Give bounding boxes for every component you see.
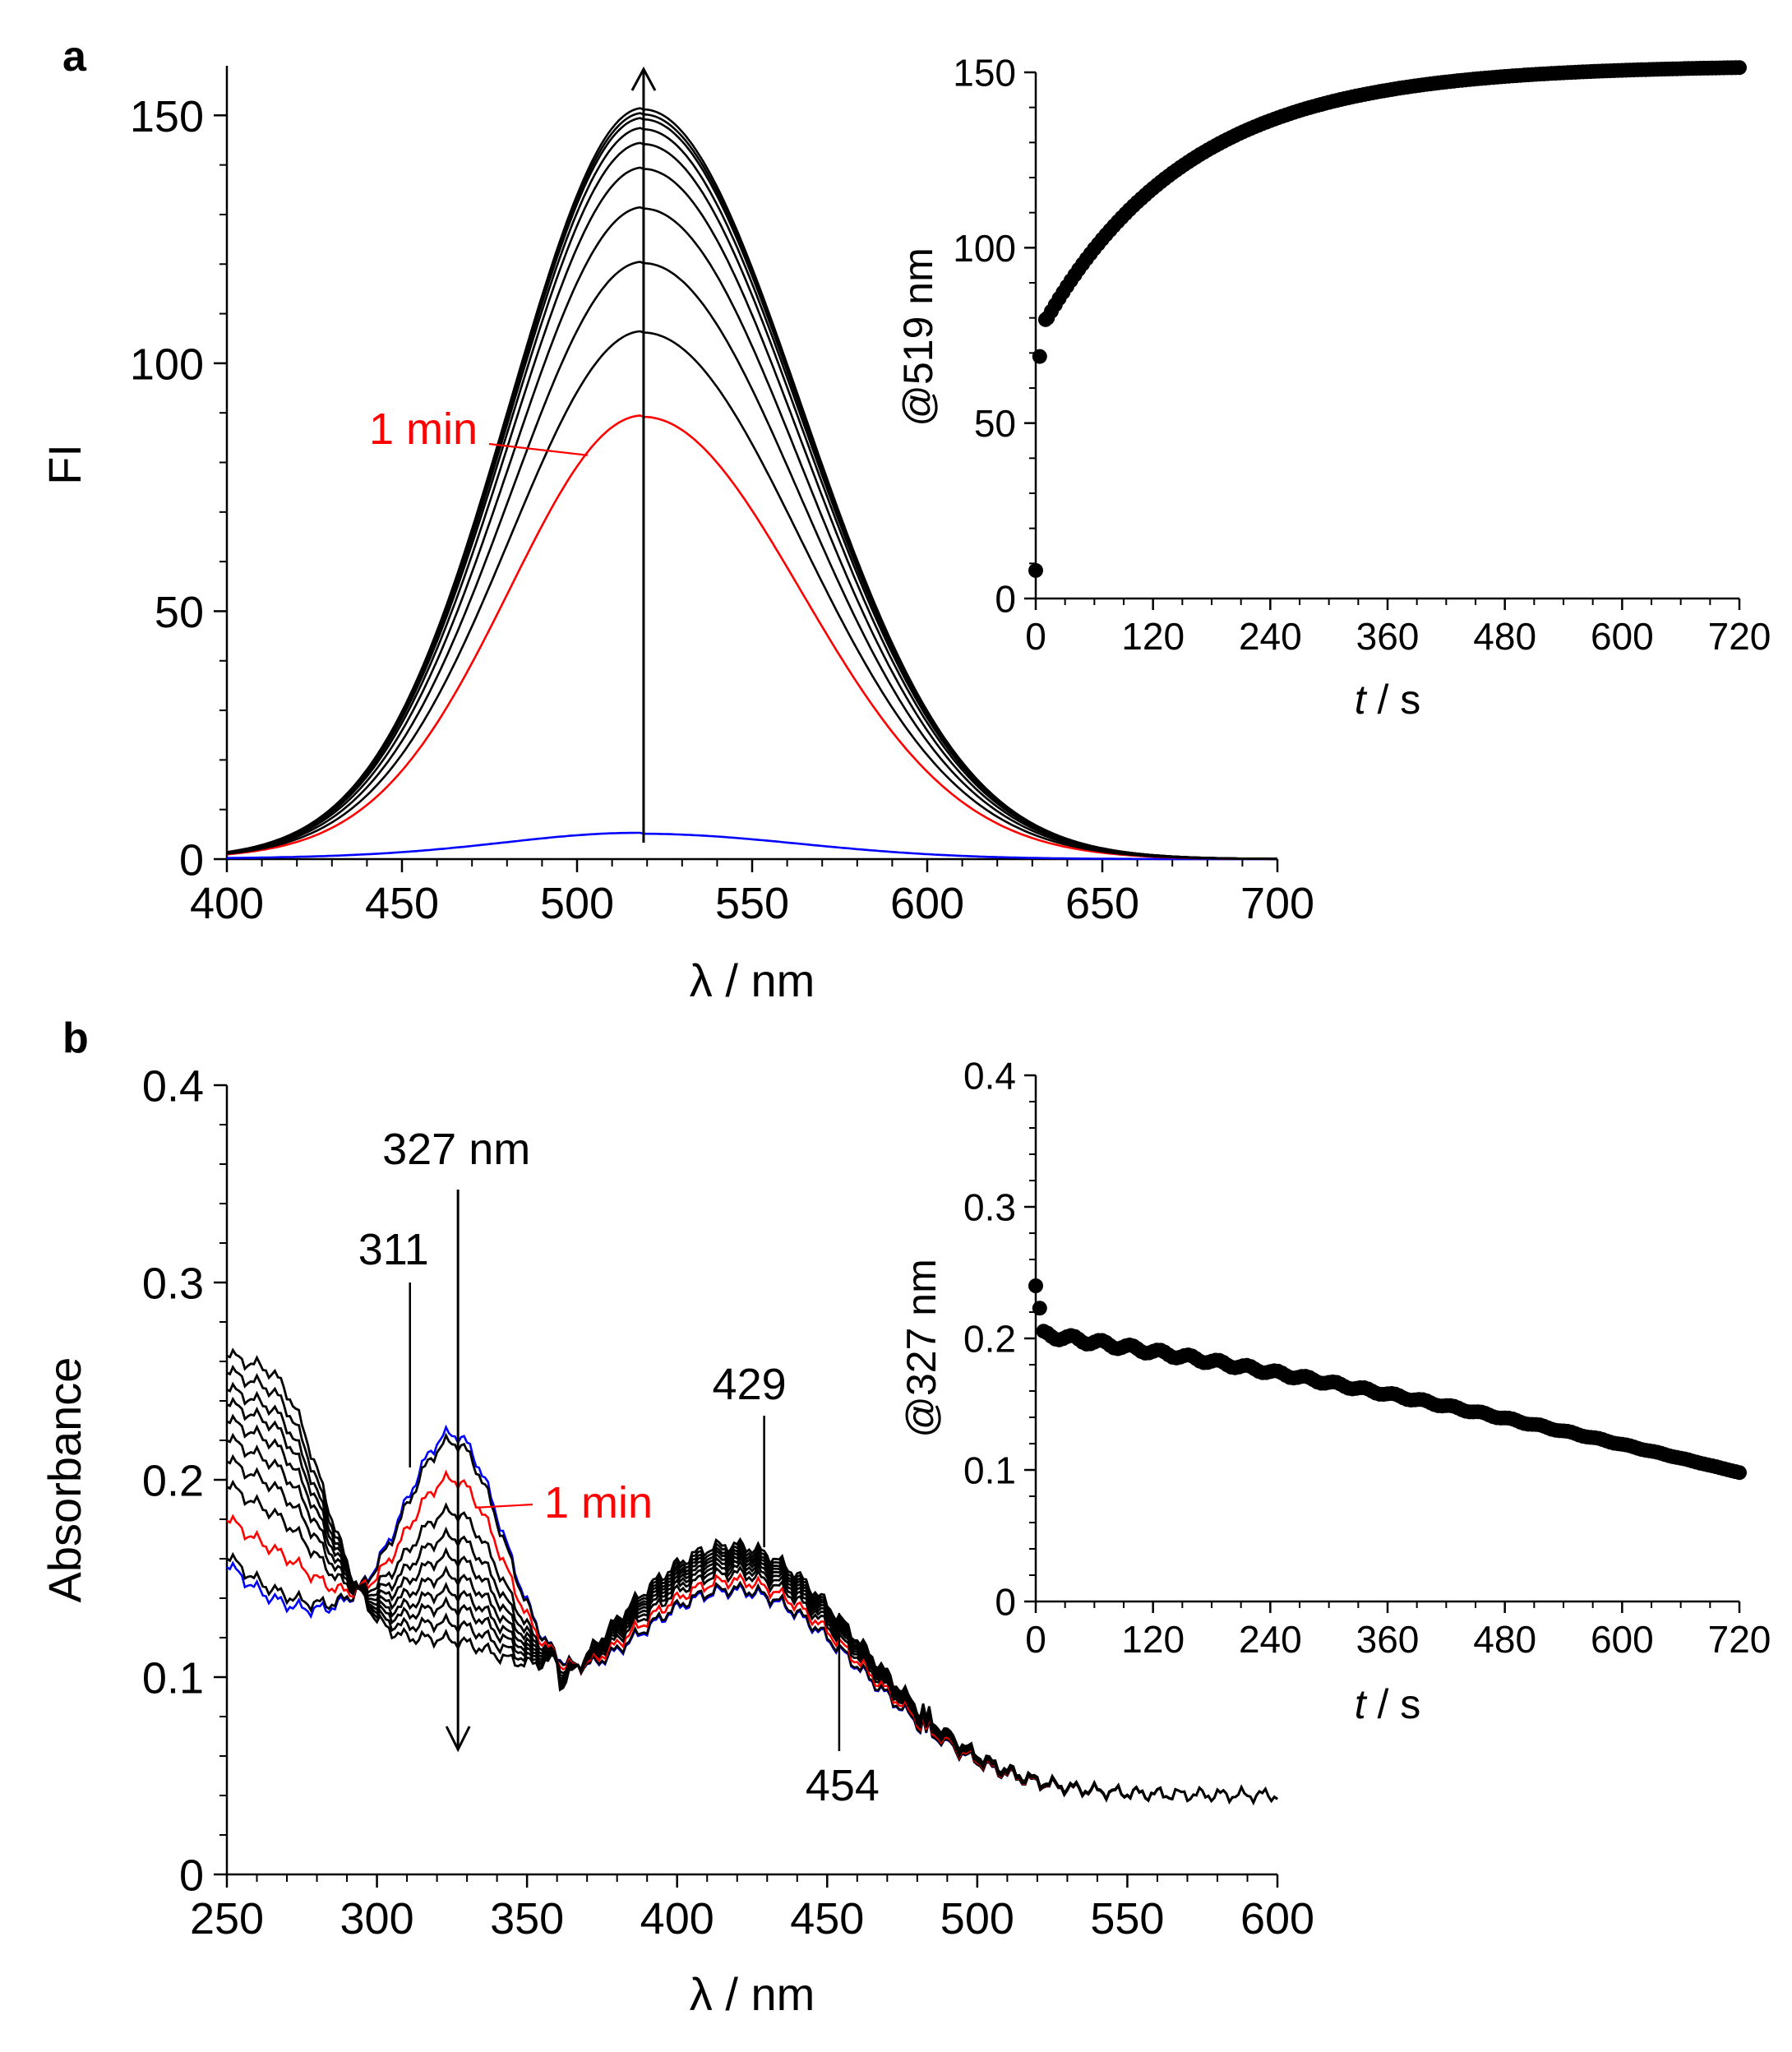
x-axis-title: λ / nm bbox=[690, 954, 815, 1006]
y-tick-label: 0 bbox=[179, 1851, 204, 1900]
x-axis-title: t / s bbox=[1355, 677, 1421, 723]
x-tick-label: 120 bbox=[1121, 615, 1185, 658]
label-327-nm: 327 nm bbox=[382, 1125, 530, 1174]
x-tick-label: 500 bbox=[940, 1894, 1014, 1943]
x-tick-label: 0 bbox=[1025, 615, 1046, 658]
spectrum-line-0 bbox=[226, 1424, 1173, 1803]
spectrum-line-4 bbox=[226, 206, 1278, 861]
y-tick-label: 0.4 bbox=[142, 1061, 204, 1111]
x-tick-label: 450 bbox=[365, 879, 439, 928]
chart-b-absorbance-spectra: 250 300 350 400 450 500 550 600 0 0.1 0.2 0.3 0.4 λ /… bbox=[39, 1061, 1314, 2020]
x-tick-label: 120 bbox=[1121, 1618, 1185, 1661]
data-point-1 bbox=[1032, 1301, 1047, 1316]
x-tick-label: 450 bbox=[790, 1894, 864, 1943]
label-311: 311 bbox=[358, 1225, 429, 1274]
y-tick-label: 0.3 bbox=[963, 1186, 1016, 1229]
data-point-180 bbox=[1732, 60, 1747, 76]
x-tick-label: 240 bbox=[1239, 1618, 1302, 1661]
x-tick-label: 720 bbox=[1708, 1618, 1771, 1661]
y-axis-title: @519 nm bbox=[895, 247, 941, 427]
y-axis-title: @327 nm bbox=[898, 1259, 944, 1438]
data-point-1 bbox=[1032, 349, 1047, 364]
x-tick-label: 240 bbox=[1239, 615, 1302, 658]
y-tick-label: 0 bbox=[179, 835, 204, 885]
y-axis-title: FI bbox=[39, 444, 90, 485]
y-tick-label: 0.1 bbox=[963, 1449, 1016, 1492]
y-tick-label: 0.2 bbox=[142, 1456, 204, 1505]
x-tick-label: 720 bbox=[1708, 615, 1771, 658]
spectrum-line-1 bbox=[226, 414, 1277, 861]
x-tick-label: 360 bbox=[1356, 615, 1420, 658]
spectrum-line-10 bbox=[226, 107, 1277, 860]
y-axis-title: Absorbance bbox=[39, 1357, 90, 1603]
data-point-180 bbox=[1732, 1465, 1747, 1481]
x-tick-label: 600 bbox=[1591, 1618, 1654, 1661]
x-tick-label: 0 bbox=[1025, 1618, 1046, 1661]
x-tick-label: 360 bbox=[1356, 1618, 1420, 1661]
y-tick-label: 0 bbox=[995, 1581, 1016, 1624]
spectrum-line-3 bbox=[226, 261, 1277, 861]
label-1-min-leader bbox=[488, 442, 588, 456]
panel-label-b: b bbox=[62, 1014, 89, 1062]
x-axis-title: λ / nm bbox=[690, 1968, 815, 2020]
y-tick-label: 150 bbox=[953, 52, 1016, 95]
x-tick-label: 350 bbox=[490, 1894, 564, 1943]
y-tick-label: 100 bbox=[130, 340, 204, 389]
chart-b-inset-kinetics: 0 120 240 360 480 600 720 0 0.1 0.2 0.3 0.4 t / s @32… bbox=[898, 1055, 1771, 1727]
x-tick-label: 400 bbox=[190, 879, 264, 928]
decrease-arrow-head bbox=[445, 1726, 471, 1753]
y-tick-label: 100 bbox=[953, 227, 1016, 270]
x-tick-label: 650 bbox=[1065, 879, 1139, 928]
y-tick-label: 0.1 bbox=[142, 1653, 204, 1703]
chart-a-inset-kinetics: 0 120 240 360 480 600 720 0 50 100 150 t / s @519 nm bbox=[895, 52, 1771, 723]
label-1-min-leader bbox=[478, 1503, 533, 1509]
x-tick-label: 600 bbox=[1591, 615, 1654, 658]
y-tick-label: 0 bbox=[995, 578, 1016, 621]
y-tick-label: 50 bbox=[155, 588, 204, 637]
x-tick-label: 550 bbox=[1090, 1894, 1164, 1943]
y-tick-label: 50 bbox=[974, 402, 1016, 445]
x-tick-label: 480 bbox=[1473, 615, 1536, 658]
y-tick-label: 150 bbox=[130, 92, 204, 141]
x-tick-label: 480 bbox=[1473, 1618, 1536, 1661]
panel-label-a: a bbox=[62, 33, 87, 81]
data-point-0 bbox=[1028, 1278, 1043, 1293]
x-tick-label: 600 bbox=[890, 879, 964, 928]
spectrum-line-0 bbox=[227, 831, 1277, 861]
label-429: 429 bbox=[713, 1360, 787, 1409]
x-tick-label: 500 bbox=[540, 879, 614, 928]
x-tick-label: 600 bbox=[1240, 1894, 1314, 1943]
spectrum-line-10 bbox=[226, 1347, 1278, 1805]
label-454: 454 bbox=[806, 1761, 880, 1810]
label-1-min: 1 min bbox=[544, 1478, 653, 1527]
x-tick-label: 400 bbox=[640, 1894, 714, 1943]
data-point-0 bbox=[1028, 562, 1043, 578]
x-tick-label: 300 bbox=[340, 1894, 414, 1943]
increase-arrow-head bbox=[630, 66, 657, 91]
label-1-min: 1 min bbox=[369, 404, 478, 454]
y-tick-label: 0.3 bbox=[142, 1259, 204, 1308]
y-tick-label: 0.4 bbox=[963, 1055, 1016, 1098]
x-tick-label: 250 bbox=[190, 1894, 264, 1943]
x-axis-title: t / s bbox=[1355, 1681, 1421, 1727]
y-tick-label: 0.2 bbox=[963, 1318, 1016, 1361]
x-tick-label: 550 bbox=[715, 879, 789, 928]
x-tick-label: 700 bbox=[1240, 879, 1314, 928]
